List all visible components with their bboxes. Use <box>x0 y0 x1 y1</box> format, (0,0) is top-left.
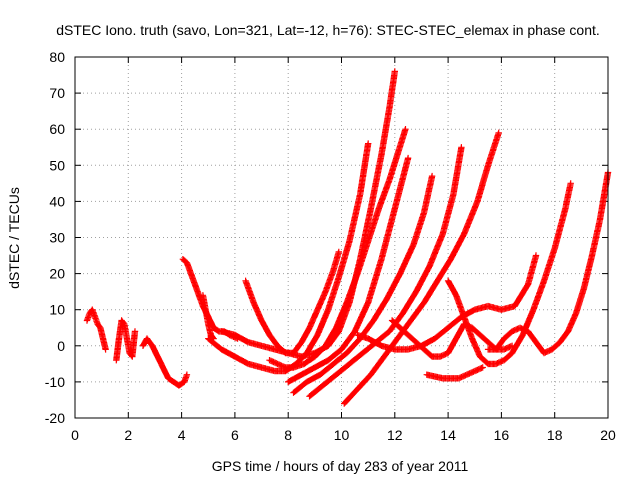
data-series <box>242 248 342 357</box>
data-point-markers <box>266 126 409 371</box>
data-point-markers <box>306 144 465 400</box>
data-series <box>484 169 612 357</box>
y-tick-label: 80 <box>49 49 65 65</box>
data-point-markers <box>199 292 217 342</box>
x-tick-label: 16 <box>494 427 510 443</box>
data-point-markers <box>444 180 574 368</box>
data-series <box>266 126 409 371</box>
x-tick-labels: 0 2 4 6 8 10 12 14 16 18 20 <box>71 427 616 443</box>
data-point-markers <box>285 154 412 386</box>
x-tick-label: 12 <box>387 427 403 443</box>
data-series <box>139 335 191 389</box>
y-tick-label: 70 <box>49 85 65 101</box>
y-tick-label: -20 <box>45 410 65 426</box>
data-point-markers <box>354 252 540 353</box>
data-series <box>423 364 486 382</box>
y-tick-label: 10 <box>49 302 65 318</box>
y-axis-label: dSTEC / TECUs <box>6 187 22 289</box>
data-point-markers <box>423 364 486 382</box>
data-point-markers <box>83 306 109 353</box>
data-series <box>285 154 412 386</box>
data-series <box>83 306 109 353</box>
y-tick-label: -10 <box>45 374 65 390</box>
data-point-markers <box>218 68 398 360</box>
x-tick-label: 2 <box>124 427 132 443</box>
data-point-markers <box>290 172 436 396</box>
plot-frame <box>74 56 609 419</box>
data-series <box>218 68 398 360</box>
y-tick-labels: -20 -10 0 10 20 30 40 50 60 70 80 <box>45 49 65 426</box>
y-tick-label: 30 <box>49 230 65 246</box>
grid <box>75 57 608 418</box>
x-axis-label: GPS time / hours of day 283 of year 2011 <box>212 458 469 474</box>
x-tick-label: 0 <box>71 427 79 443</box>
x-tick-label: 8 <box>284 427 292 443</box>
y-tick-label: 50 <box>49 157 65 173</box>
data-series <box>444 180 574 368</box>
x-tick-label: 4 <box>178 427 186 443</box>
x-tick-label: 6 <box>231 427 239 443</box>
data-points <box>83 68 612 407</box>
x-tick-label: 10 <box>334 427 350 443</box>
data-series <box>290 172 436 396</box>
data-point-markers <box>139 335 191 389</box>
y-tick-label: 60 <box>49 121 65 137</box>
data-series <box>113 317 139 364</box>
y-tick-label: 0 <box>57 338 65 354</box>
data-series <box>306 144 465 400</box>
data-series <box>354 252 540 353</box>
data-series <box>199 292 217 342</box>
y-tick-label: 20 <box>49 266 65 282</box>
chart-title: dSTEC Iono. truth (savo, Lon=321, Lat=-1… <box>56 22 600 38</box>
data-point-markers <box>242 248 342 357</box>
x-tick-label: 18 <box>547 427 563 443</box>
data-point-markers <box>484 169 612 357</box>
x-tick-label: 14 <box>440 427 456 443</box>
data-point-markers <box>113 317 139 364</box>
y-tick-label: 40 <box>49 193 65 209</box>
x-tick-label: 20 <box>600 427 616 443</box>
